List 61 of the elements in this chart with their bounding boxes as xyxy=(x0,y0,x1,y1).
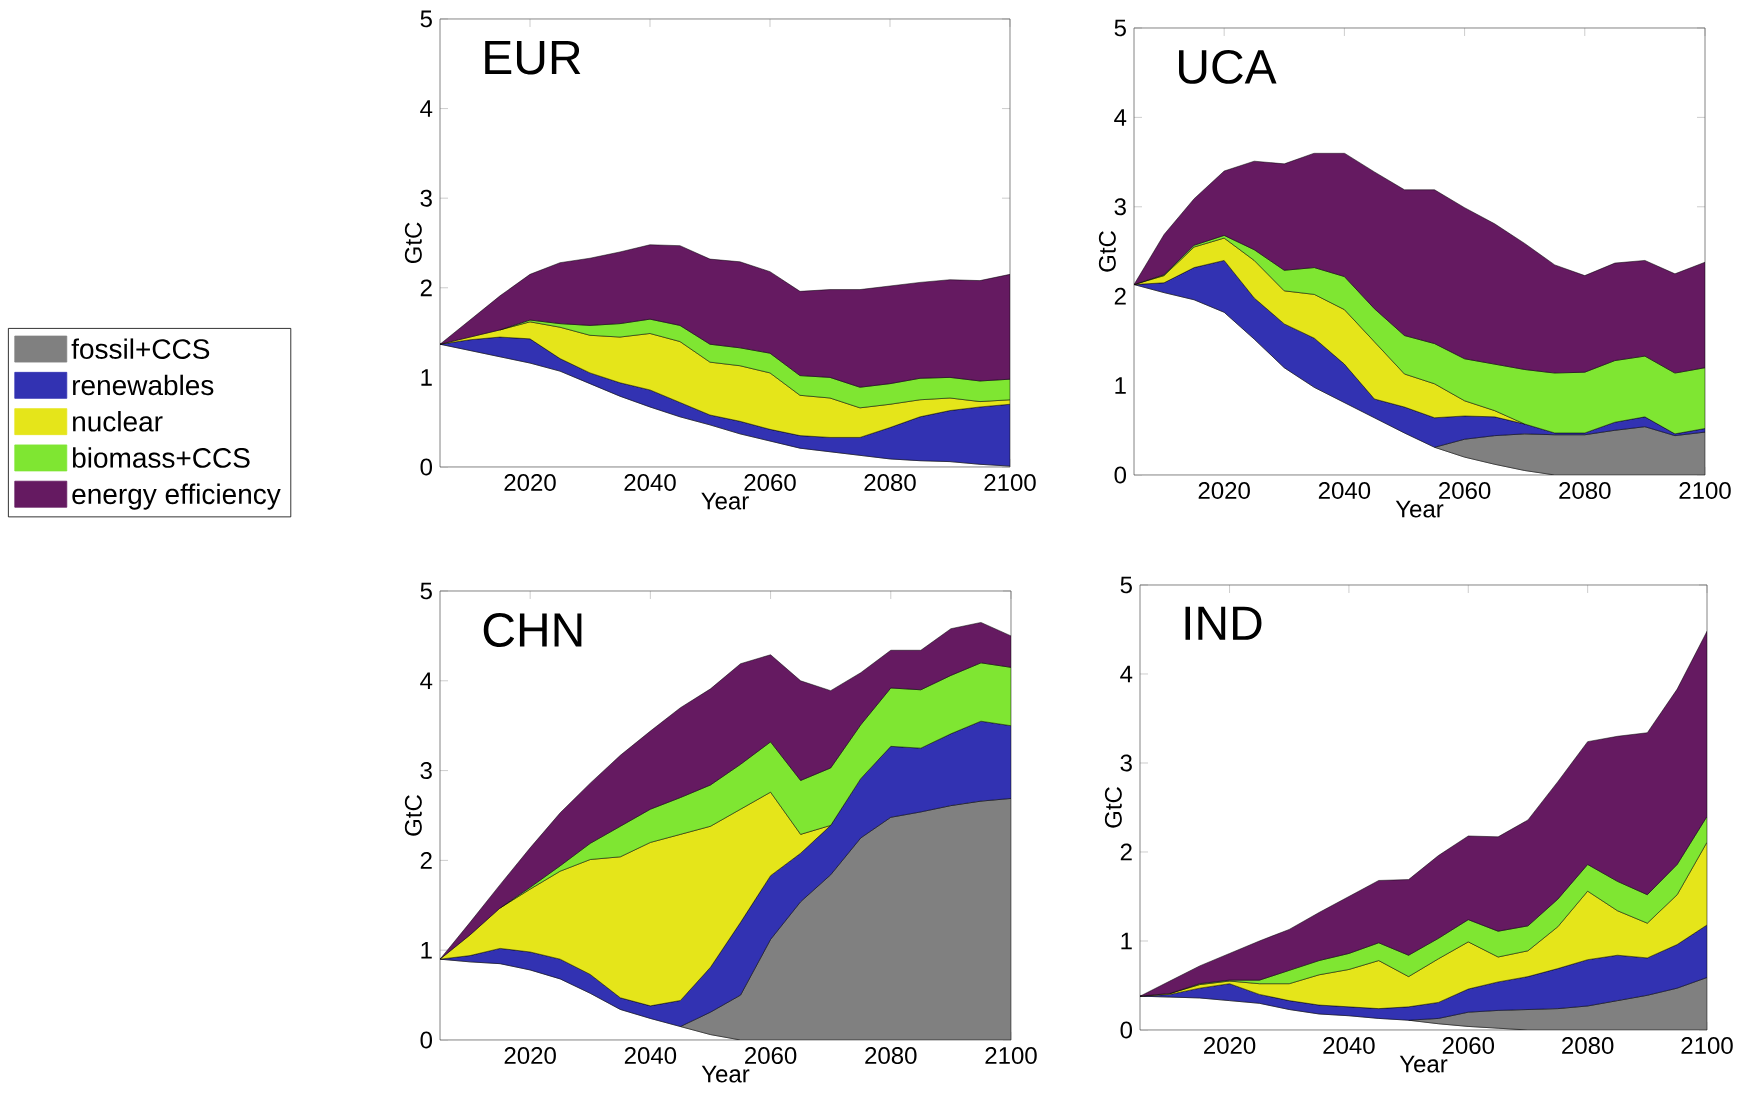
legend-label: biomass+CCS xyxy=(73,447,250,468)
legend-label: fossil+CCS xyxy=(71,338,210,359)
x-tick-label: 2080 xyxy=(864,474,916,492)
y-axis-title: GtC xyxy=(1104,787,1122,828)
y-tick-label: 1 xyxy=(1115,377,1126,394)
y-tick-label: 5 xyxy=(1120,576,1132,594)
x-axis-title: Year xyxy=(1395,500,1444,518)
x-axis-title: Year xyxy=(701,1065,750,1083)
chart-title: EUR xyxy=(485,40,581,75)
y-tick-label: 3 xyxy=(420,762,432,780)
x-tick-label: 2040 xyxy=(624,1047,677,1065)
chart-title: UCA xyxy=(1179,49,1277,84)
x-tick-label: 2100 xyxy=(985,1047,1037,1065)
x-tick-label: 2020 xyxy=(1204,1037,1256,1055)
x-tick-label: 2060 xyxy=(1442,1037,1495,1055)
x-tick-label: 2080 xyxy=(865,1047,917,1065)
x-tick-label: 2080 xyxy=(1559,482,1611,500)
y-tick-label: 1 xyxy=(1121,932,1132,950)
chart-title: IND xyxy=(1185,606,1262,640)
y-tick-label: 0 xyxy=(420,1031,433,1049)
x-tick-label: 2040 xyxy=(624,474,676,492)
x-tick-label: 2060 xyxy=(745,1047,797,1065)
x-tick-label: 2020 xyxy=(504,474,556,492)
legend-label: nuclear xyxy=(73,410,163,432)
y-tick-label: 5 xyxy=(420,10,432,28)
x-axis-title: Year xyxy=(701,492,749,510)
y-tick-label: 4 xyxy=(420,672,433,690)
legend-label: energy efficiency xyxy=(72,483,281,510)
y-tick-label: 3 xyxy=(1120,754,1132,772)
y-tick-label: 3 xyxy=(420,189,432,207)
x-tick-label: 2100 xyxy=(984,474,1036,492)
y-tick-label: 0 xyxy=(420,458,433,476)
chart-title: CHN xyxy=(483,613,582,647)
x-tick-label: 2100 xyxy=(1681,1037,1733,1055)
x-tick-label: 2040 xyxy=(1323,1037,1375,1055)
y-tick-label: 4 xyxy=(1120,665,1133,683)
x-tick-label: 2040 xyxy=(1318,482,1371,500)
y-tick-label: 1 xyxy=(421,369,432,386)
x-tick-label: 2060 xyxy=(744,474,796,492)
y-tick-label: 5 xyxy=(420,582,432,600)
y-tick-label: 0 xyxy=(1120,1021,1133,1039)
x-tick-label: 2100 xyxy=(1679,482,1731,500)
x-tick-label: 2020 xyxy=(1198,482,1250,500)
y-axis-title: GtC xyxy=(404,795,422,836)
y-tick-label: 0 xyxy=(1114,466,1127,484)
y-axis-title: GtC xyxy=(404,222,422,264)
legend-label: renewables xyxy=(73,374,214,396)
y-tick-label: 3 xyxy=(1114,198,1126,216)
y-tick-label: 1 xyxy=(421,941,432,959)
y-tick-label: 2 xyxy=(1114,287,1126,305)
y-tick-label: 5 xyxy=(1114,19,1126,37)
y-tick-label: 4 xyxy=(1114,109,1127,126)
y-tick-label: 4 xyxy=(420,100,433,117)
y-tick-label: 2 xyxy=(420,852,432,869)
y-tick-label: 2 xyxy=(1120,843,1132,861)
y-axis-title: GtC xyxy=(1098,231,1116,272)
x-tick-label: 2020 xyxy=(504,1047,556,1065)
x-tick-label: 2080 xyxy=(1562,1037,1614,1055)
y-tick-label: 2 xyxy=(420,279,432,297)
x-axis-title: Year xyxy=(1399,1055,1448,1073)
x-tick-label: 2060 xyxy=(1439,482,1491,500)
